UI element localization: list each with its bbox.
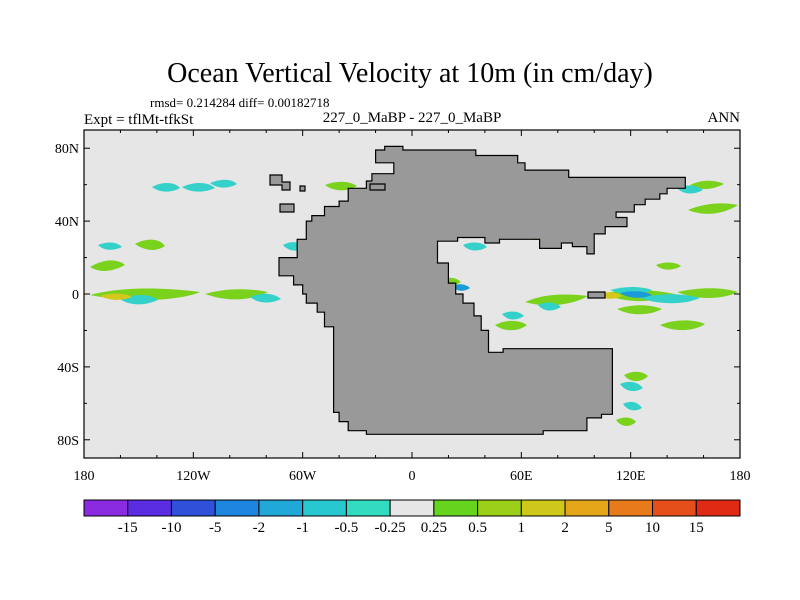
y-axis: 80N 40N 0 40S 80S [55, 142, 740, 449]
colorbar-label: -10 [162, 520, 182, 536]
x-tick-label: 180 [74, 469, 95, 484]
colorbar-label: -0.25 [374, 520, 405, 536]
colorbar-swatch [258, 499, 304, 517]
colorbar-swatch [127, 499, 172, 517]
x-tick-label: 180 [730, 469, 751, 484]
x-tick-label: 0 [409, 469, 416, 484]
y-tick-label: 80S [57, 434, 79, 449]
colorbar-label: 1 [518, 520, 526, 536]
colorbar-label: 0.5 [468, 520, 487, 536]
season-label: ANN [708, 110, 741, 126]
colorbar-label: 10 [645, 520, 660, 536]
colorbar-swatch [389, 499, 435, 517]
colorbar-label: 0.25 [421, 520, 447, 536]
y-tick-label: 40S [57, 361, 79, 376]
x-tick-label: 120W [176, 469, 211, 484]
colorbar: -15 -10 -5 -2 -1 -0.5 -0.25 0.25 0.5 1 2 5 10 15 [83, 499, 741, 536]
y-tick-label: 80N [55, 142, 79, 157]
colorbar-swatch [608, 499, 654, 517]
colorbar-swatch [520, 499, 566, 517]
case-label: 227_0_MaBP - 227_0_MaBP [323, 110, 502, 126]
colorbar-swatch [83, 499, 129, 517]
colorbar-swatch [477, 499, 522, 517]
x-tick-label: 60W [289, 469, 317, 484]
y-tick-label: 0 [72, 288, 79, 303]
colorbar-label: -15 [118, 520, 138, 536]
stats-label: rmsd= 0.214284 diff= 0.00182718 [150, 95, 329, 110]
land-mask [278, 145, 686, 435]
colorbar-label: -5 [209, 520, 222, 536]
islands [269, 174, 606, 299]
x-tick-label: 60E [510, 469, 533, 484]
colorbar-swatch [433, 499, 479, 517]
colorbar-swatch [695, 499, 741, 517]
colorbar-swatch [652, 499, 697, 517]
colorbar-swatch [564, 499, 610, 517]
expt-label: Expt = tflMt-tfkSt [84, 112, 194, 128]
colorbar-label: -1 [296, 520, 309, 536]
colorbar-swatch [170, 499, 216, 517]
x-tick-label: 120E [616, 469, 646, 484]
colorbar-label: 15 [689, 520, 704, 536]
x-axis: 180 120W 60W 0 60E 120E 180 [74, 130, 751, 484]
colorbar-swatch [302, 499, 347, 517]
colorbar-swatch [345, 499, 391, 517]
colorbar-label: 2 [561, 520, 569, 536]
contour-blobs [90, 179, 738, 426]
colorbar-swatch [214, 499, 260, 517]
colorbar-label: -2 [253, 520, 266, 536]
colorbar-label: 5 [605, 520, 613, 536]
plot-area: 180 120W 60W 0 60E 120E 180 80N 40N 0 40S 80S [55, 129, 751, 484]
colorbar-label: -0.5 [335, 520, 359, 536]
dark-blue-contours [452, 284, 652, 298]
chart-title: Ocean Vertical Velocity at 10m (in cm/da… [167, 58, 653, 89]
y-tick-label: 40N [55, 215, 79, 230]
